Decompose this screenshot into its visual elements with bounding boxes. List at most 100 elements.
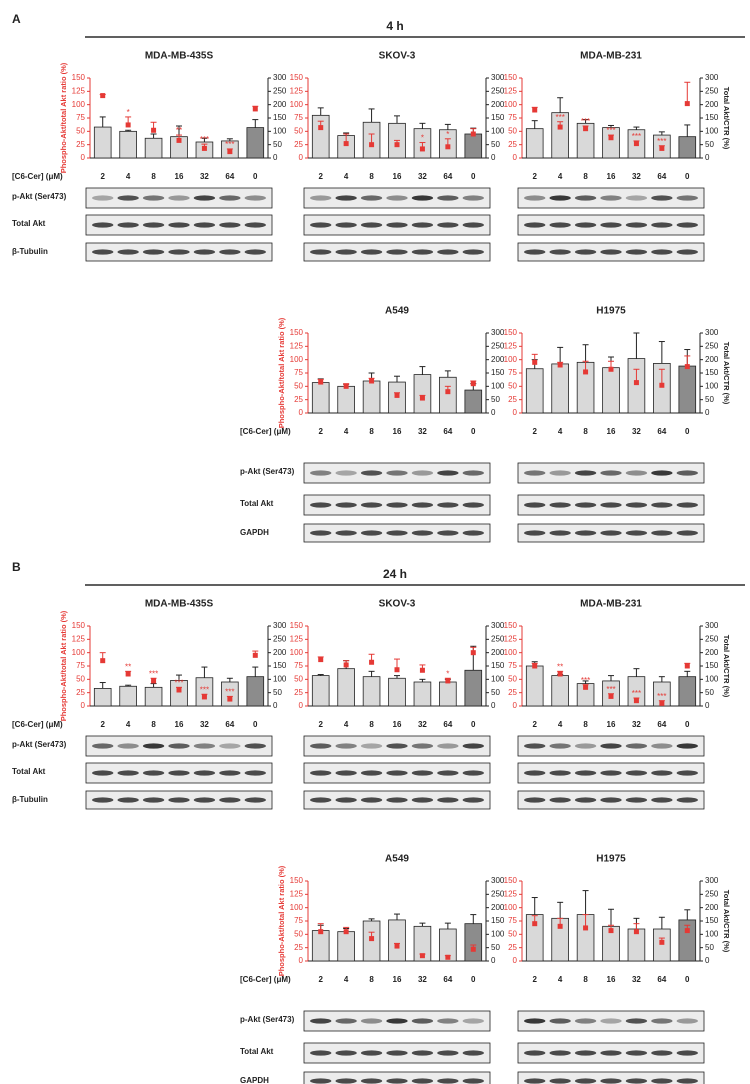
blot-label: Total Akt: [240, 1047, 274, 1056]
bar: [388, 919, 406, 962]
chart-title: A549: [385, 854, 409, 865]
blot-band: [244, 222, 266, 228]
y-tick-label: 25: [294, 395, 303, 404]
y2-tick-label: 300: [705, 621, 719, 630]
x-tick-label: 32: [200, 172, 209, 181]
y-tick-label: 0: [513, 701, 518, 710]
blot-band: [600, 1050, 622, 1056]
blot-band: [193, 249, 216, 255]
y-axis-label: Phospho-Akt/total Akt ratio (%): [59, 62, 68, 173]
y2-tick-label: 100: [705, 929, 719, 938]
x-tick-label: 0: [471, 427, 476, 436]
y2-tick-label: 100: [491, 381, 505, 390]
blot-band: [437, 502, 459, 508]
bar: [246, 676, 265, 707]
blot-band: [360, 249, 383, 255]
blot-band: [360, 1078, 383, 1084]
marker: [532, 663, 538, 669]
blot-band: [92, 222, 114, 228]
marker: [532, 921, 538, 927]
blot-band: [676, 222, 698, 228]
marker: [151, 127, 157, 133]
blot-band: [219, 770, 241, 776]
y2-tick-label: 300: [273, 73, 287, 82]
y2-tick-label: 50: [705, 395, 714, 404]
blot-band: [524, 502, 546, 508]
marker: [176, 137, 182, 143]
panel-title: 4 h: [386, 19, 403, 33]
significance: ***: [555, 113, 564, 122]
x-tick-label: 4: [558, 975, 563, 984]
blot-band: [244, 770, 266, 776]
marker: [583, 925, 589, 931]
blot-band: [117, 743, 139, 749]
y2-tick-label: 0: [273, 701, 278, 710]
bar: [464, 133, 483, 159]
blot-band: [524, 195, 546, 201]
blot-band: [310, 1050, 332, 1056]
y-tick-label: 0: [513, 153, 518, 162]
blot-band: [360, 1018, 383, 1024]
y-tick-label: 125: [504, 86, 518, 95]
bar: [362, 380, 381, 414]
x-tick-label: 4: [126, 720, 131, 729]
blot-band: [549, 249, 571, 255]
blot-band: [676, 470, 698, 476]
blot-band: [168, 770, 190, 776]
y2-tick-label: 300: [491, 328, 505, 337]
blot-band: [462, 470, 484, 476]
marker: [394, 142, 400, 148]
y2-tick-label: 50: [491, 395, 500, 404]
blot-band: [676, 249, 698, 255]
blot-band: [651, 249, 673, 255]
marker: [252, 106, 258, 112]
bar: [119, 685, 137, 707]
blot-band: [651, 1018, 673, 1024]
x-tick-label: 8: [369, 427, 374, 436]
blot-band: [574, 470, 597, 476]
y2-tick-label: 150: [273, 661, 287, 670]
y-tick-label: 75: [76, 661, 85, 670]
marker: [318, 379, 324, 385]
marker: [532, 359, 538, 365]
y2-tick-label: 200: [273, 100, 287, 109]
blot-band: [310, 1078, 332, 1084]
y2-tick-label: 50: [705, 140, 714, 149]
y-tick-label: 150: [504, 328, 518, 337]
blot-band: [335, 222, 357, 228]
y2-tick-label: 100: [705, 126, 719, 135]
x-tick-label: 64: [443, 720, 452, 729]
y-tick-label: 25: [508, 688, 517, 697]
y2-tick-label: 250: [705, 889, 719, 898]
bar: [678, 136, 697, 159]
x-tick-label: 4: [344, 975, 349, 984]
blot-band: [168, 249, 190, 255]
y-tick-label: 125: [290, 634, 304, 643]
blot-band: [386, 222, 408, 228]
bar: [525, 128, 544, 159]
marker: [557, 362, 563, 368]
x-tick-label: 4: [558, 427, 563, 436]
y2-axis-label: Total Akt/CTR (%): [722, 87, 731, 150]
x-tick-label: 16: [607, 427, 616, 436]
blot-band: [335, 797, 357, 803]
blot-label: Total Akt: [12, 767, 46, 776]
marker: [470, 946, 476, 952]
marker: [343, 929, 349, 935]
blot-band: [168, 743, 190, 749]
blot-band: [386, 249, 408, 255]
blot-band: [651, 797, 673, 803]
bar: [551, 675, 569, 707]
blot-band: [549, 743, 571, 749]
chart-title: H1975: [596, 854, 626, 865]
y-tick-label: 50: [294, 381, 303, 390]
y-tick-label: 150: [290, 876, 304, 885]
x-tick-label: 64: [443, 427, 452, 436]
marker: [176, 687, 182, 693]
chart-title: MDA-MB-435S: [145, 599, 214, 610]
y-tick-label: 0: [299, 701, 304, 710]
marker: [125, 122, 131, 128]
blot-band: [360, 222, 383, 228]
y-tick-label: 75: [294, 661, 303, 670]
blot-band: [600, 1018, 622, 1024]
